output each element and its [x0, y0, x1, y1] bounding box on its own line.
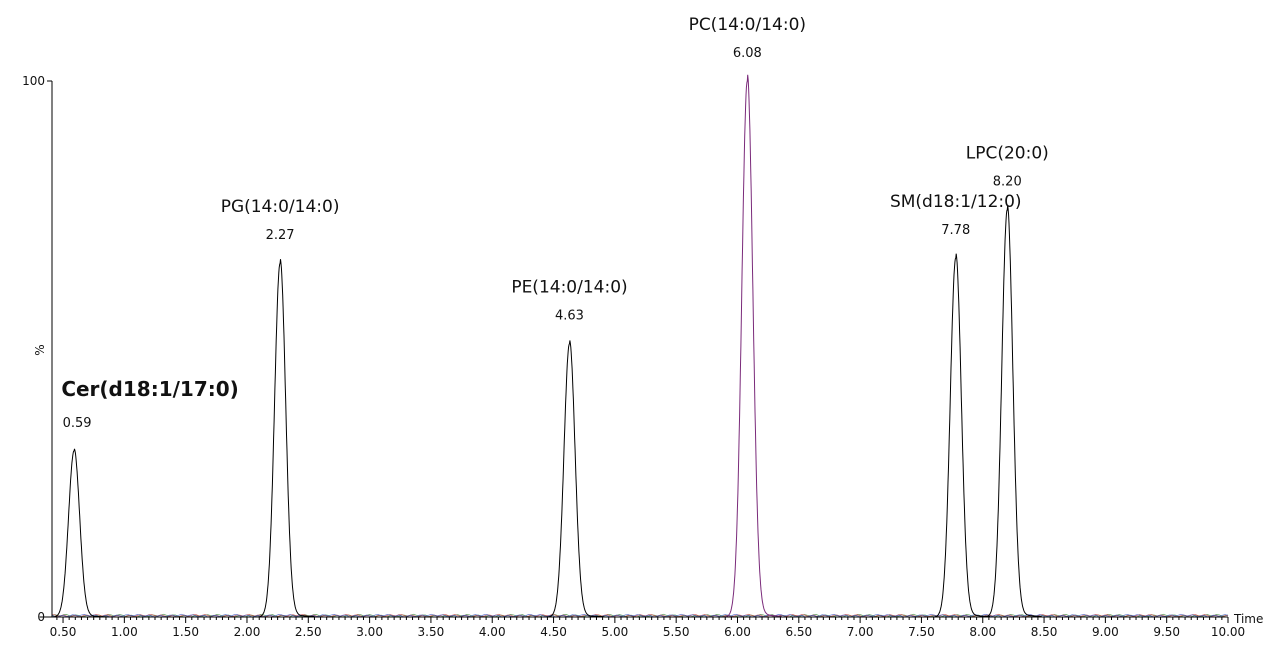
- peak-retention-time-label: 0.59: [63, 416, 92, 431]
- peak-name-label: PG(14:0/14:0): [221, 197, 340, 217]
- peak-retention-time-label: 4.63: [555, 309, 584, 324]
- x-tick-label: 10.00: [1211, 625, 1245, 639]
- x-tick-label: 1.00: [111, 625, 138, 639]
- peak-labels: Cer(d18:1/17:0) 0.59 PG(14:0/14:0) 2.27 PE(1…: [61, 15, 1048, 431]
- x-tick-label: 8.00: [969, 625, 996, 639]
- x-tick-label: 3.00: [356, 625, 383, 639]
- peak-name-label: Cer(d18:1/17:0): [61, 377, 239, 401]
- x-tick-label: 5.00: [602, 625, 629, 639]
- x-tick-label: 2.50: [295, 625, 322, 639]
- x-tick-label: 3.50: [418, 625, 445, 639]
- peak-trace: [245, 259, 315, 618]
- y-tick-label: 100: [22, 74, 45, 88]
- peak-trace: [713, 74, 782, 618]
- peak-name-label: LPC(20:0): [966, 144, 1049, 164]
- x-axis-label: Time: [1233, 612, 1263, 626]
- x-tick-label: 0.50: [50, 625, 77, 639]
- peak-retention-time-label: 6.08: [733, 46, 762, 61]
- x-tick-label: 6.50: [785, 625, 812, 639]
- peak-retention-time-label: 7.78: [941, 223, 970, 238]
- peak-name-label: PC(14:0/14:0): [689, 15, 806, 35]
- y-tick-label: 0: [37, 610, 45, 624]
- peak-retention-time-label: 8.20: [993, 175, 1022, 190]
- peak-trace: [39, 448, 109, 618]
- x-tick-label: 7.00: [847, 625, 874, 639]
- x-tick-label: 2.00: [234, 625, 261, 639]
- y-axis-ticks: 0 100: [22, 74, 52, 624]
- peak-traces: [39, 74, 1042, 618]
- peak-trace: [972, 204, 1042, 618]
- x-tick-label: 6.00: [724, 625, 751, 639]
- x-tick-label: 1.50: [172, 625, 199, 639]
- x-tick-label: 8.50: [1031, 625, 1058, 639]
- baseline-trace: [51, 613, 1229, 618]
- peak-name-label: SM(d18:1/12:0): [890, 192, 1022, 212]
- x-axis-ticks: 0.50 1.00 1.50 2.00 2.50 3.00 3.50 4.00 4.50 5.00…: [50, 617, 1245, 639]
- x-tick-label: 9.00: [1092, 625, 1119, 639]
- peak-trace: [535, 340, 604, 618]
- x-tick-label: 9.50: [1153, 625, 1180, 639]
- x-tick-label: 4.50: [540, 625, 567, 639]
- x-tick-label: 4.00: [479, 625, 506, 639]
- peak-trace: [921, 253, 991, 618]
- peak-retention-time-label: 2.27: [266, 228, 295, 243]
- peak-name-label: PE(14:0/14:0): [511, 278, 627, 298]
- x-tick-label: 7.50: [908, 625, 935, 639]
- y-axis-label: %: [33, 344, 47, 355]
- x-tick-label: 5.50: [663, 625, 690, 639]
